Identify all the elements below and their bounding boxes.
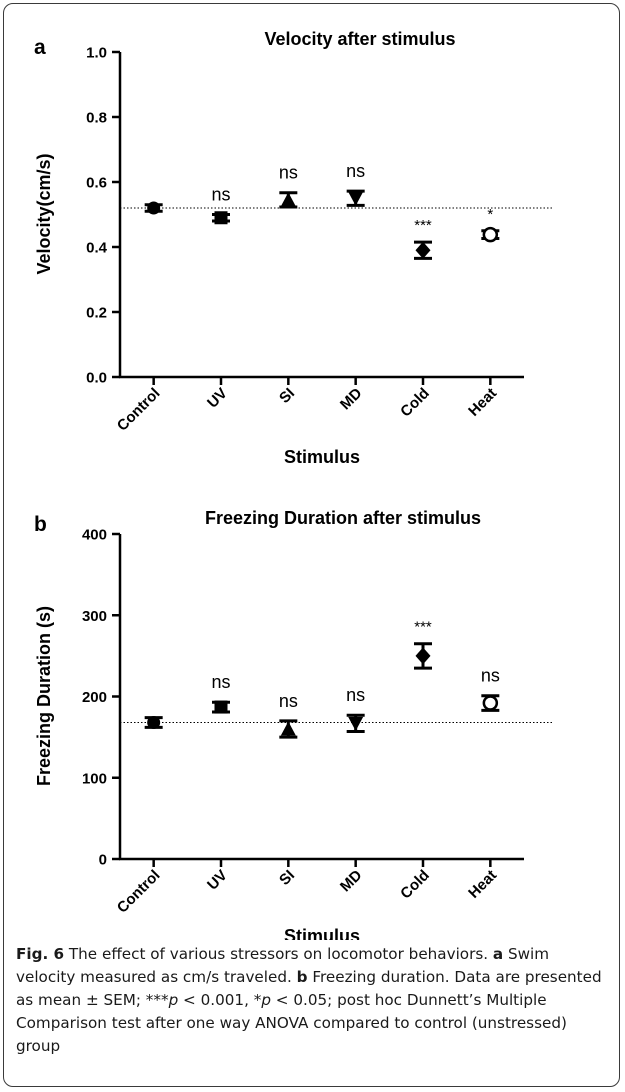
panel-b-point-cold (415, 647, 431, 665)
panel-a-y-tick-label: 0.2 (86, 305, 107, 322)
panel-a-title: Velocity after stimulus (264, 29, 455, 49)
panel-a-x-tick-label-control: Control (114, 385, 164, 435)
panel-b-x-tick-label-cold: Cold (397, 867, 433, 903)
caption-text-1: The effect of various stressors on locom… (68, 945, 493, 963)
panel-b-letter: b (34, 513, 47, 536)
caption-p-symbol-1: p (168, 991, 179, 1009)
panel-a-x-axis-label: Stimulus (284, 447, 360, 467)
figure-caption: Fig. 6 The effect of various stressors o… (16, 943, 612, 1058)
panel-b-x-axis-label: Stimulus (284, 926, 360, 940)
panel-b-point-heat (482, 695, 499, 711)
panel-a-significance-uv: ns (211, 185, 230, 205)
panel-b-x-tick-label-uv: UV (204, 867, 231, 894)
panel-a-y-tick-label: 0.4 (86, 240, 108, 257)
figure-charts: a Velocity after stimulus 0.0 0.2 0.4 0.6 0.8 1… (34, 29, 552, 940)
caption-text-5: < 0.05; post hoc Dunnett’s Multiple Comp… (16, 991, 567, 1055)
panel-a-point-uv (214, 211, 228, 225)
panel-a-significance-si: ns (279, 163, 298, 183)
panel-a-point-si (280, 192, 296, 207)
panel-b-x-tick-label-heat: Heat (465, 867, 500, 902)
panel-a-significance-md: ns (346, 161, 365, 181)
panel-a-point-control (147, 201, 161, 215)
panel-b-y-tick-label: 200 (82, 689, 107, 706)
panel-a-x-tick-label-heat: Heat (465, 385, 500, 420)
panel-a-y-tick-label: 0.8 (86, 110, 107, 127)
panel-a-point-cold (415, 241, 431, 259)
panel-a-x-tick-label-cold: Cold (397, 385, 433, 421)
caption-panel-b-label: b (296, 968, 308, 986)
panel-b-point-md (348, 716, 364, 731)
caption-text-2: Swim velocity measured as cm/s traveled. (16, 945, 550, 986)
caption-panel-a-label: a (492, 945, 504, 963)
panel-a-y-tick-label: 0.0 (86, 370, 107, 387)
panel-a-significance-heat: * (487, 206, 493, 223)
panel-a-y-tick-label: 1.0 (86, 45, 107, 62)
caption-text-3: Freezing duration. Data are presented as… (16, 968, 602, 1009)
panel-b-significance-heat: ns (481, 666, 500, 686)
panel-a-y-axis-label: Velocity(cm/s) (34, 153, 54, 274)
panel-b-y-tick-label: 0 (99, 852, 107, 869)
panel-b-y-axis-label: Freezing Duration (s) (34, 606, 54, 786)
panel-b-point-control (147, 716, 161, 729)
panel-b-significance-uv: ns (211, 672, 230, 692)
panel-a-point-heat (482, 226, 499, 243)
panel-b-title: Freezing Duration after stimulus (205, 508, 481, 528)
panel-a-y-tick-label: 0.6 (86, 175, 107, 192)
panel-b-x-tick-label-control: Control (114, 867, 164, 917)
panel-a-x-tick-label-uv: UV (204, 385, 231, 412)
panel-b-significance-cold: *** (414, 619, 432, 636)
caption-text-4: < 0.001, * (178, 991, 262, 1009)
panel-a-x-tick-label-md: MD (337, 385, 366, 414)
panel-a-letter: a (34, 36, 46, 59)
panel-a-point-md (348, 191, 364, 206)
panel-b-x-tick-label-si: SI (276, 867, 298, 889)
caption-p-symbol-2: p (261, 991, 271, 1009)
figure-frame (3, 3, 620, 1087)
panel-b-y-tick-label: 300 (82, 608, 107, 625)
panel-b-x-tick-label-md: MD (337, 867, 366, 896)
panel-a-x-tick-label-si: SI (276, 385, 298, 407)
panel-b-y-tick-label: 100 (82, 770, 107, 787)
panel-a-significance-cold: *** (414, 217, 432, 234)
panel-b-significance-md: ns (346, 685, 365, 705)
panel-b-y-tick-label: 400 (82, 527, 107, 544)
panel-b-point-si (280, 721, 296, 736)
panel-b-point-uv (214, 700, 228, 714)
panel-b-significance-si: ns (279, 691, 298, 711)
caption-figure-label: Fig. 6 (16, 945, 65, 963)
